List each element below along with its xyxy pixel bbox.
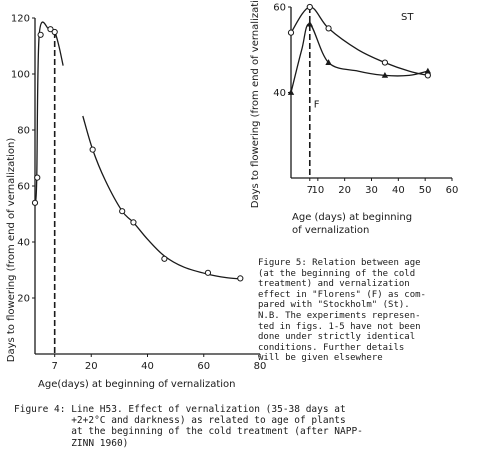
fig4-point-marker: [161, 255, 168, 262]
fig4-y-tick-label: 120: [11, 14, 30, 25]
fig5-x-tick-label: 40: [392, 185, 405, 196]
fig4-point-marker: [130, 219, 137, 226]
caption-line: N.B. The experiments represen-: [258, 310, 421, 321]
caption-line: effect in "Florens" (F) as com-: [258, 289, 426, 300]
fig4-point-marker: [51, 28, 58, 36]
fig5-point-marker: [424, 72, 431, 79]
fig5-x-tick-label: 20: [338, 185, 351, 196]
caption-line: done under strictly identical: [258, 332, 416, 343]
figure-5-data-marks: ST F: [287, 3, 432, 178]
caption-line: ted in figs. 1-5 have not been: [258, 321, 421, 332]
figure-5-x-axis-label-line1: Age (days) at beginning: [292, 212, 412, 223]
figure-4-data-marks: [31, 21, 244, 354]
fig4-point-marker: [31, 199, 39, 206]
figure-4-chart: 20 40 60 80 100 120 7 20 40 60 80 Age(days) at beg…: [6, 14, 266, 391]
fig4-y-tick-label: 80: [17, 126, 30, 137]
caption-line: pared with "Stockholm" (St).: [258, 300, 410, 311]
caption-line: Figure 5: Relation between age: [258, 258, 421, 268]
fig5-x-tick-label: 10: [311, 185, 324, 196]
fig5-point-marker: [287, 29, 295, 36]
fig5-y-tick-label: 40: [273, 88, 286, 99]
fig4-point-marker: [47, 26, 54, 33]
fig5-point-marker: [325, 59, 332, 65]
fig4-point-marker: [237, 275, 244, 282]
fig4-x-tick-label: 60: [197, 361, 210, 372]
figure-5-x-axis-label-line2: of vernalization: [292, 225, 369, 236]
fig4-point-marker: [204, 269, 212, 276]
caption-line: will be given elsewhere: [258, 353, 383, 364]
fig4-series-1-line: [82, 115, 241, 280]
fig5-x-tick-label: 7: [307, 185, 313, 196]
figure-4-x-axis-label: Age(days) at beginning of vernalization: [38, 379, 235, 390]
fig4-point-marker: [119, 208, 126, 215]
fig4-y-tick-label: 100: [11, 70, 30, 81]
fig5-point-marker: [381, 72, 389, 78]
fig5-point-marker: [306, 20, 313, 27]
fig4-x-tick-label: 7: [52, 361, 58, 372]
caption-line: Figure 4: Line H53. Effect of vernalizat…: [14, 404, 346, 415]
fig4-x-tick-label: 80: [254, 361, 267, 372]
figure-5-series-label-f: F: [314, 99, 320, 110]
figure-5-chart: 40 60 710 20 30 40 50 60 ST F Age (days) at begi…: [250, 0, 458, 236]
caption-line: at the beginning of the cold treatment (…: [14, 426, 363, 438]
fig5-series-F-line: [290, 23, 429, 93]
caption-line: conditions. Further details: [258, 342, 405, 353]
fig4-y-tick-label: 20: [17, 294, 30, 305]
figure-5-caption: Figure 5: Relation between age (at the be…: [258, 258, 480, 364]
figure-4-y-axis-label: Days to flowering (from end of vernaliza…: [6, 138, 17, 363]
fig5-point-marker: [424, 67, 432, 74]
caption-line: +2+2°C and darkness) as related to age o…: [14, 415, 346, 427]
fig5-x-tick-label: 50: [419, 185, 432, 196]
fig4-point-marker: [37, 31, 44, 38]
figure-5-y-axis-label: Days to flowering (from end of vernaliza…: [250, 0, 261, 208]
fig4-point-marker: [89, 146, 96, 153]
fig5-point-marker: [325, 25, 332, 32]
fig5-point-marker: [306, 3, 313, 11]
figure-4-axes: 20 40 60 80 100 120 7 20 40 60 80: [11, 14, 266, 373]
fig5-point-marker: [381, 59, 389, 66]
fig4-y-tick-label: 60: [17, 182, 30, 193]
fig4-x-tick-label: 20: [85, 361, 98, 372]
fig5-y-tick-label: 60: [273, 3, 286, 14]
caption-line: (at the beginning of the cold: [258, 268, 416, 279]
fig4-x-tick-label: 40: [141, 361, 154, 372]
fig4-point-marker: [34, 174, 41, 181]
caption-line: ZINN 1960): [14, 437, 129, 449]
fig5-x-tick-label: 30: [365, 185, 378, 196]
fig5-x-tick-label: 60: [446, 185, 459, 196]
figure-5-axes: 40 60 710 20 30 40 50 60: [273, 3, 458, 197]
fig5-point-marker: [287, 89, 295, 95]
figure-4-caption: Figure 4: Line H53. Effect of vernalizat…: [14, 404, 480, 449]
fig4-y-tick-label: 40: [17, 238, 30, 249]
caption-line: treatment) and vernalization: [258, 279, 410, 290]
figure-5-series-label-st: ST: [401, 12, 414, 23]
